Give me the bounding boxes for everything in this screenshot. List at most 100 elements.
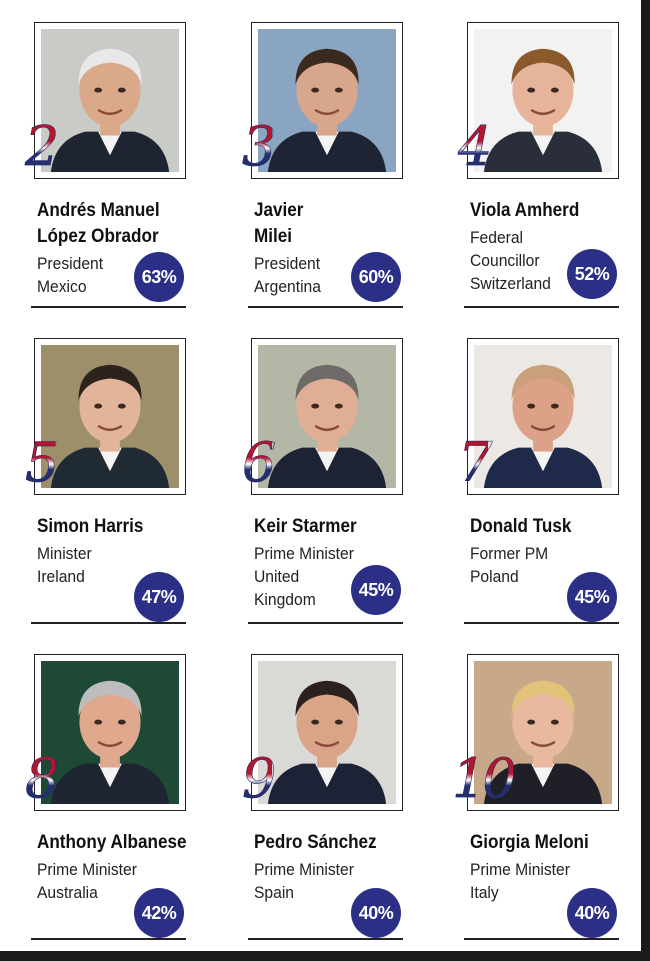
portrait-frame	[251, 22, 403, 179]
leader-card: 9 Pedro Sánchez Prime Minister Spain 40%	[242, 632, 448, 948]
leader-role: Prime Minister Italy	[470, 858, 590, 904]
name-line-2: López Obrador	[37, 226, 159, 247]
leader-role: Former PM Poland	[470, 542, 590, 588]
portrait-illustration	[258, 345, 396, 488]
portrait-photo	[41, 345, 179, 488]
name-line-1: Keir Starmer	[254, 516, 357, 537]
leader-role: Prime Minister Australia	[37, 858, 157, 904]
bottom-border	[0, 951, 650, 961]
portrait-illustration	[474, 345, 612, 488]
leader-role: Prime Minister Spain	[254, 858, 374, 904]
rank-number: 7	[458, 431, 493, 494]
portrait-photo	[41, 29, 179, 172]
name-line-1: Pedro Sánchez	[254, 832, 377, 853]
portrait-frame	[467, 654, 619, 811]
leader-card: 5 Simon Harris Minister Ireland 47%	[25, 316, 231, 632]
portrait-photo	[258, 661, 396, 804]
leader-name: Andrés Manuel López Obrador	[37, 198, 208, 250]
role-line: Former PM	[470, 544, 549, 563]
portrait-frame	[467, 338, 619, 495]
portrait-photo	[41, 661, 179, 804]
leader-name: Javier Milei	[254, 198, 425, 250]
role-line: Prime Minister	[37, 860, 137, 879]
leader-name: Simon Harris	[37, 514, 208, 540]
leader-role: Federal Councillor Switzerland	[470, 226, 590, 295]
divider	[31, 306, 186, 308]
role-line: Australia	[37, 883, 98, 902]
leader-card: 8 Anthony Albanese Prime Minister Austral…	[25, 632, 231, 948]
role-line: Switzerland	[470, 274, 551, 293]
portrait-frame	[34, 654, 186, 811]
divider	[464, 306, 619, 308]
divider	[464, 622, 619, 624]
name-line-2: Milei	[254, 226, 293, 247]
role-line: Kingdom	[254, 590, 316, 609]
leader-card: 6 Keir Starmer Prime Minister United Kingd…	[242, 316, 448, 632]
leader-name: Anthony Albanese	[37, 830, 208, 856]
leader-name: Viola Amherd	[470, 198, 641, 224]
rank-number: 6	[242, 431, 277, 494]
role-line: Prime Minister	[254, 860, 354, 879]
portrait-illustration	[41, 661, 179, 804]
portrait-illustration	[41, 345, 179, 488]
approval-badge: 45%	[567, 572, 617, 622]
name-line-1: Viola Amherd	[470, 200, 580, 221]
divider	[464, 938, 619, 940]
portrait-frame	[34, 22, 186, 179]
role-line: President	[254, 254, 321, 273]
divider	[31, 622, 186, 624]
rank-number: 10	[452, 747, 517, 810]
portrait-frame	[34, 338, 186, 495]
role-line: Councillor	[470, 251, 540, 270]
right-border	[641, 0, 650, 961]
approval-badge: 40%	[351, 888, 401, 938]
role-line: Ireland	[37, 567, 85, 586]
portrait-photo	[474, 345, 612, 488]
rank-number: 5	[25, 431, 60, 494]
name-line-1: Javier	[254, 200, 304, 221]
leader-name: Keir Starmer	[254, 514, 425, 540]
leader-name: Pedro Sánchez	[254, 830, 425, 856]
role-line: Spain	[254, 883, 295, 902]
role-line: Poland	[470, 567, 519, 586]
portrait-photo	[258, 29, 396, 172]
leader-role: President Argentina	[254, 252, 374, 298]
portrait-illustration	[258, 661, 396, 804]
role-line: Argentina	[254, 277, 321, 296]
leader-role: Minister Ireland	[37, 542, 157, 588]
leader-card: 4 Viola Amherd Federal Councillor Switzerl…	[458, 0, 650, 316]
approval-badge: 63%	[134, 252, 184, 302]
leader-role: Prime Minister United Kingdom	[254, 542, 374, 611]
role-line: United	[254, 567, 300, 586]
portrait-frame	[251, 338, 403, 495]
portrait-frame	[251, 654, 403, 811]
portrait-photo	[258, 345, 396, 488]
name-line-1: Giorgia Meloni	[470, 832, 589, 853]
leader-name: Donald Tusk	[470, 514, 641, 540]
approval-badge: 60%	[351, 252, 401, 302]
name-line-1: Donald Tusk	[470, 516, 572, 537]
divider	[248, 306, 403, 308]
role-line: Minister	[37, 544, 92, 563]
role-line: Prime Minister	[254, 544, 354, 563]
leader-card: 3 Javier Milei President Argentina 60%	[242, 0, 448, 316]
divider	[248, 622, 403, 624]
name-line-1: Anthony Albanese	[37, 832, 187, 853]
rank-number: 9	[242, 747, 277, 810]
leader-card: 10 Giorgia Meloni Prime Minister Italy 40…	[452, 632, 650, 948]
approval-badge: 40%	[567, 888, 617, 938]
role-line: Federal	[470, 228, 524, 247]
divider	[248, 938, 403, 940]
approval-badge: 52%	[567, 249, 617, 299]
portrait-illustration	[258, 29, 396, 172]
divider	[31, 938, 186, 940]
rank-number: 4	[458, 115, 493, 178]
portrait-frame	[467, 22, 619, 179]
role-line: President	[37, 254, 104, 273]
rank-number: 3	[242, 115, 277, 178]
leader-card: 7 Donald Tusk Former PM Poland 45%	[458, 316, 650, 632]
portrait-photo	[474, 29, 612, 172]
approval-badge: 42%	[134, 888, 184, 938]
portrait-illustration	[474, 29, 612, 172]
role-line: Italy	[470, 883, 499, 902]
